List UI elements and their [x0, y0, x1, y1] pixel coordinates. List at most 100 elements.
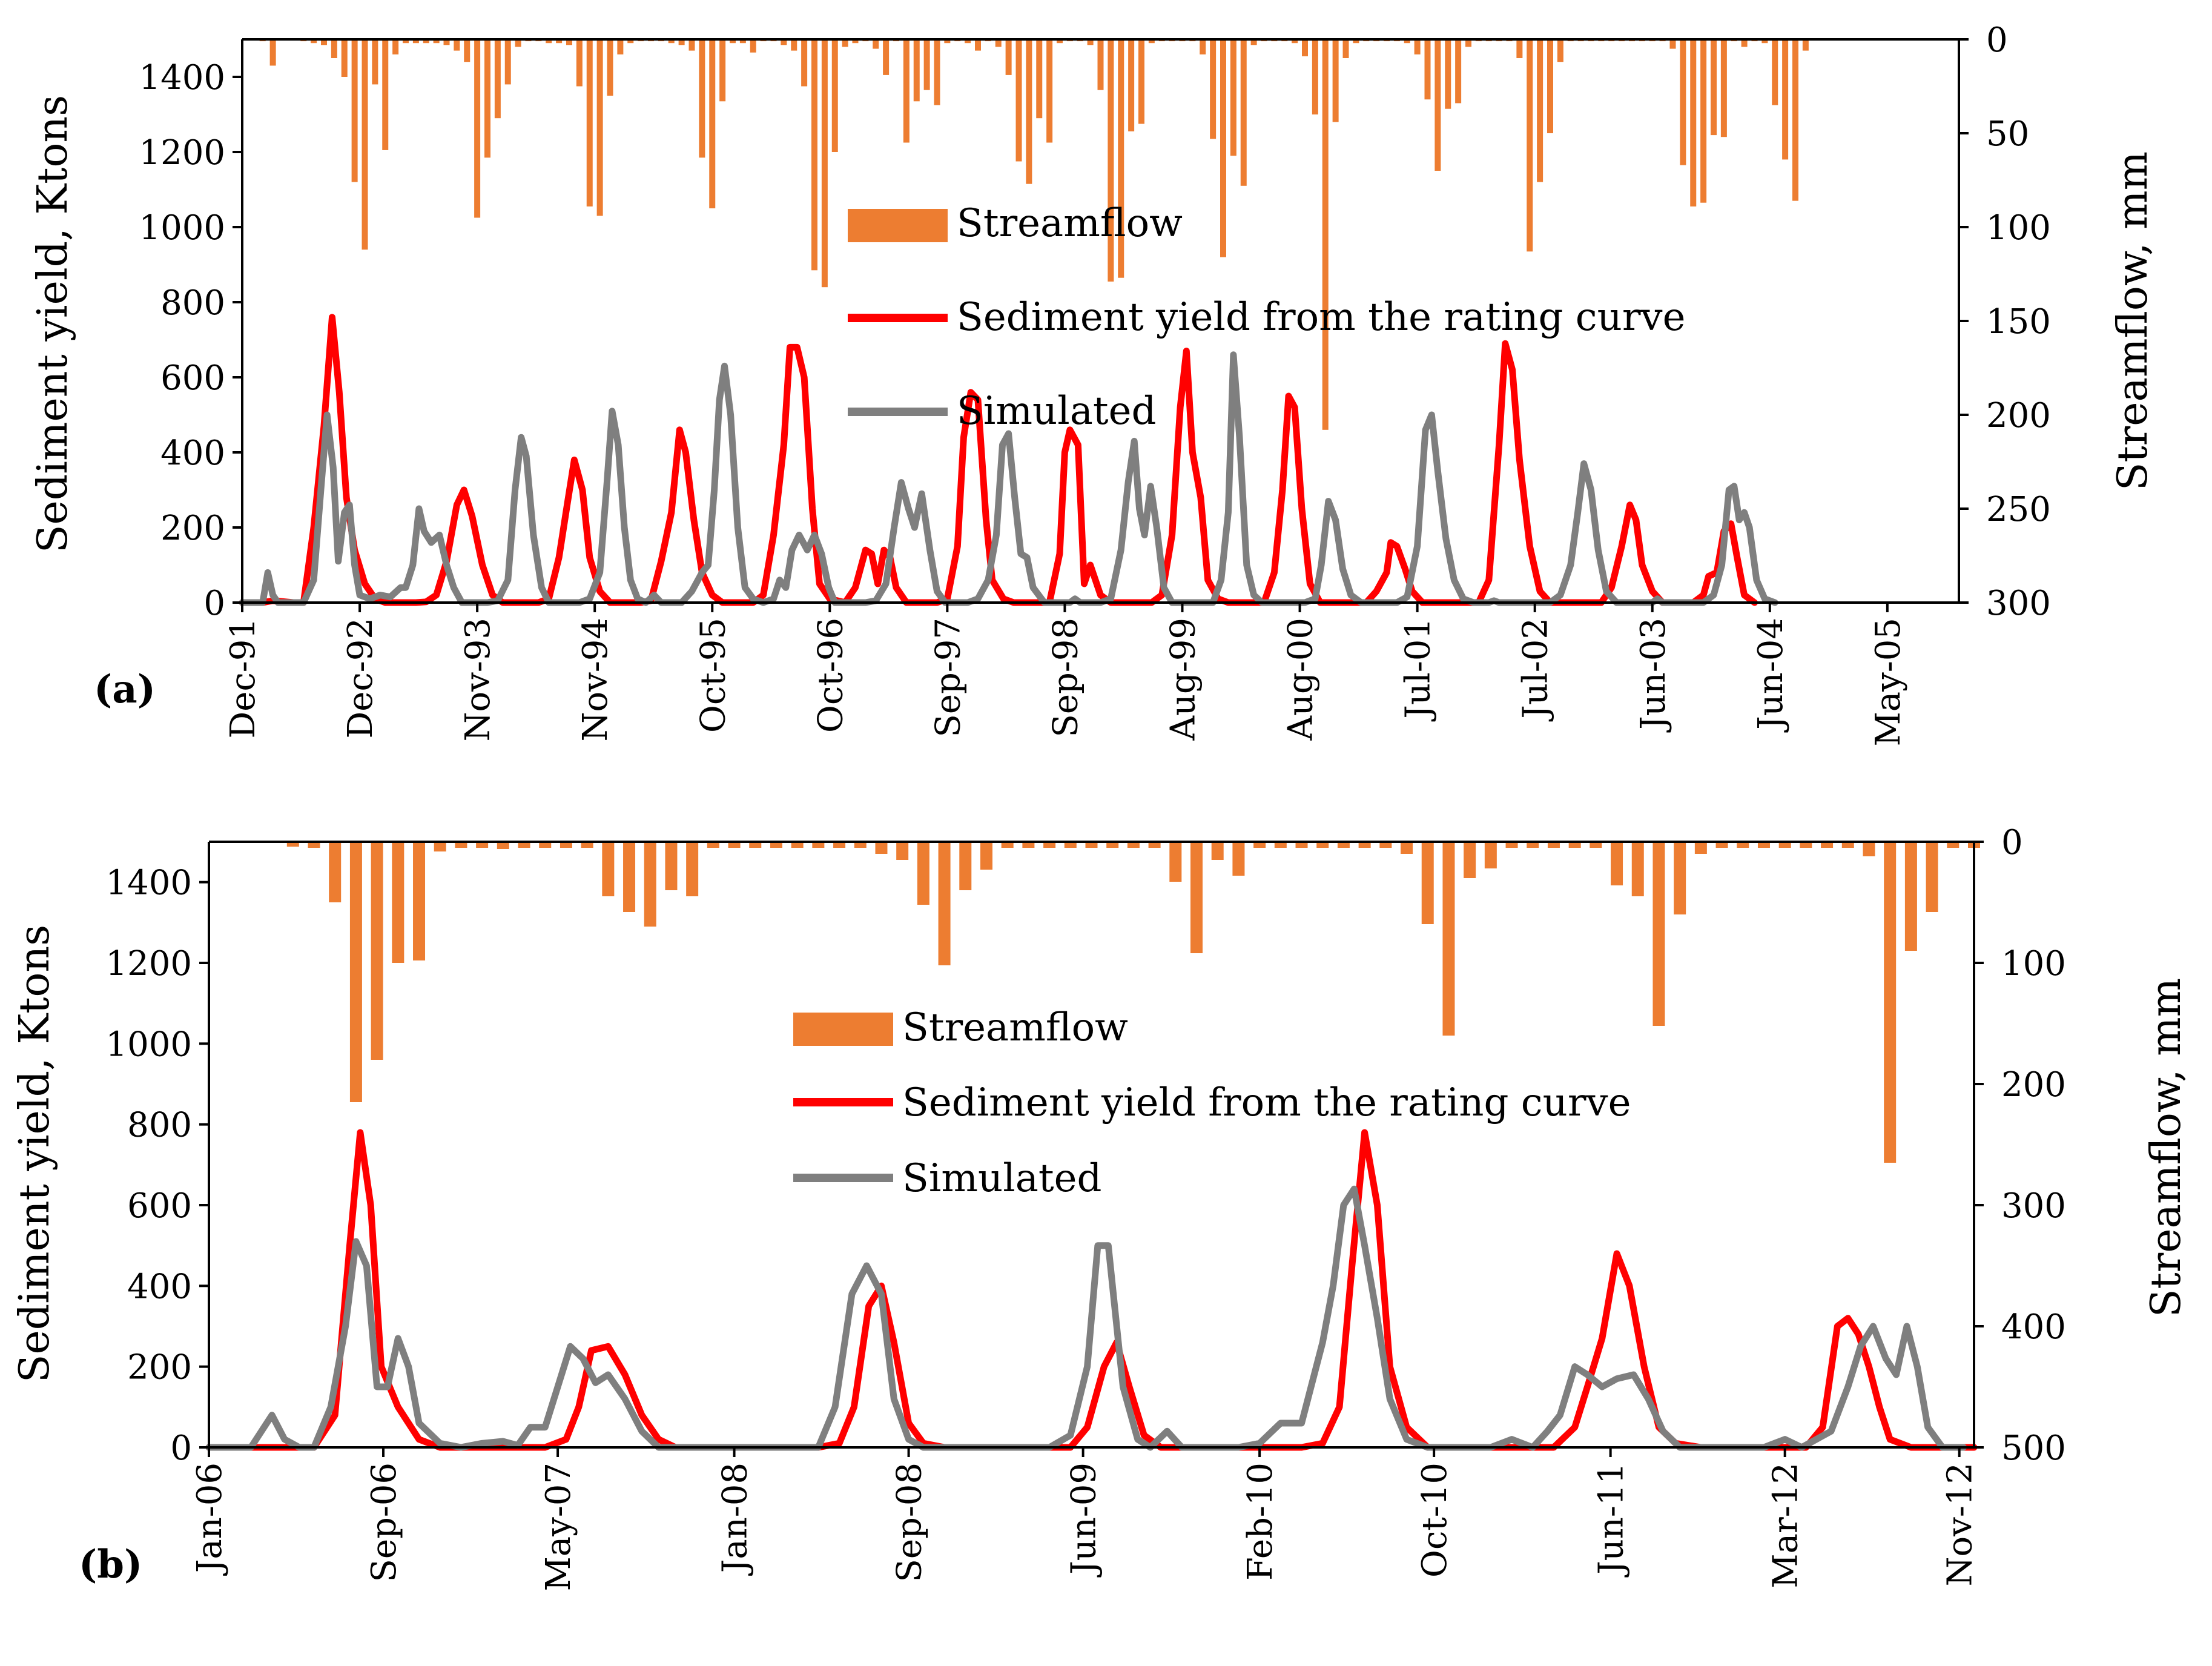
panel-a-streamflow-bar	[627, 39, 634, 44]
panel-b-axes	[208, 841, 1975, 1449]
panel-b-right-tick-label: 400	[2001, 1307, 2066, 1347]
panel-a-simulated-line	[239, 351, 1778, 606]
panel-a-streamflow-bar	[965, 39, 971, 44]
panel-a-x-tick-label: Sep-98	[1046, 618, 1085, 738]
panel-b-streamflow-bar	[1274, 842, 1287, 848]
panel-a-streamflow-bar	[903, 39, 910, 143]
panel-b-streamflow-bar	[749, 842, 762, 848]
panel-b-streamflow-bar	[518, 842, 530, 848]
panel-a-streamflow-bar	[1557, 39, 1563, 62]
panel-a-rating-curve-line	[239, 314, 1758, 606]
panel-a-streamflow-bar	[1720, 39, 1727, 137]
panel-b-streamflow-bar	[1148, 842, 1161, 848]
panel-a-left-tick-label: 1400	[139, 58, 225, 98]
panel-b-legend-rating-label: Sediment yield from the rating curve	[902, 1080, 1631, 1125]
panel-a-legend-simulated-label: Simulated	[957, 389, 1156, 434]
panel-b-streamflow-bar	[686, 842, 699, 896]
panel-b-streamflow-bar	[938, 842, 951, 965]
panel-b-streamflow-bar	[1778, 842, 1791, 848]
panel-a-streamflow-bar	[831, 39, 838, 152]
panel-a-streamflow-bar	[1772, 39, 1778, 105]
panel-a-streamflow-bar	[464, 39, 470, 62]
panel-a-streamflow-bar	[1424, 39, 1431, 100]
panel-b-streamflow-bar	[1947, 842, 1959, 848]
panel-b-streamflow-bar	[371, 842, 383, 1060]
panel-b-x-tick-label: Sep-06	[365, 1463, 404, 1582]
panel-a-streamflow-bar	[873, 39, 879, 49]
panel-a-x-tick-label: Oct-96	[811, 618, 850, 733]
panel-b-left-tick-label: 0	[170, 1429, 192, 1468]
panel-a-streamflow-bar	[995, 39, 1002, 47]
panel-b-streamflow-bar	[308, 842, 320, 848]
panel-a-streamflow-bar	[1210, 39, 1217, 139]
panel-b-legend: Streamflow Sediment yield from the ratin…	[793, 1005, 1631, 1201]
panel-b-streamflow-bar	[1232, 842, 1245, 876]
panel-b-left-tick-label: 1200	[105, 944, 192, 983]
panel-b-streamflow-bar	[497, 842, 509, 849]
panel-b-right-tick-label: 300	[2001, 1186, 2066, 1226]
panel-b-streamflow-bar	[1590, 842, 1602, 848]
panel-b-streamflow-bar	[349, 842, 362, 1102]
panel-a-streamflow-bar	[576, 39, 583, 87]
panel-b-streamflow-bar	[1401, 842, 1413, 854]
panel-a-right-tick-label: 100	[1986, 208, 2051, 248]
panel-b-streamflow-bar	[1442, 842, 1455, 1036]
panel-b-streamflow-bar	[1821, 842, 1834, 848]
panel-b-streamflow-bar	[770, 842, 782, 848]
panel-a-right-tick-label: 250	[1986, 490, 2051, 529]
panel-a-ticks: 0 200 400 600 800 1000 1200 1400 0 50 100 150 200 250…	[139, 21, 2050, 747]
panel-b-streamflow-bar	[1484, 842, 1497, 868]
panel-b-streamflow-bar	[812, 842, 825, 848]
panel-a-streamflow-bar	[403, 39, 409, 44]
panel-b-streamflow-bar	[1694, 842, 1707, 854]
panel-a-streamflow-bar	[1230, 39, 1236, 156]
panel-a-streamflow-bar	[730, 39, 736, 44]
panel-a-streamflow-bar	[1761, 39, 1768, 44]
panel-a: 0 200 400 600 800 1000 1200 1400 0 50 100 150 200 250…	[29, 21, 2157, 747]
panel-a-streamflow-bar	[433, 39, 440, 44]
panel-a-streamflow-bar	[1527, 39, 1533, 252]
panel-a-streamflow-bar	[382, 39, 389, 150]
panel-b-x-tick-label: Nov-12	[1941, 1463, 1980, 1587]
panel-b-streamflow-bar	[623, 842, 636, 912]
panel-a-streamflow-bars	[259, 39, 1809, 430]
panel-a-x-tick-label: Dec-91	[223, 618, 263, 739]
panel-a-streamflow-bar	[1312, 39, 1318, 114]
panel-a-streamflow-bar	[331, 39, 337, 58]
panel-b-streamflow-bar	[1337, 842, 1350, 848]
panel-a-lines	[239, 314, 1778, 606]
panel-b-streamflow-bar	[1568, 842, 1581, 848]
panel-a-streamflow-bar	[586, 39, 593, 207]
panel-a-left-tick-label: 200	[160, 509, 225, 548]
panel-a-right-axis-title: Streamflow, mm	[2109, 151, 2157, 491]
panel-a-streamflow-bar	[811, 39, 817, 271]
panel-b-streamflow-bar	[1652, 842, 1665, 1026]
panel-b-streamflow-bar	[1737, 842, 1749, 848]
panel-a-streamflow-bar	[1026, 39, 1032, 184]
panel-a-streamflow-bar	[474, 39, 481, 218]
panel-b-right-tick-label: 200	[2001, 1065, 2066, 1105]
panel-b-streamflow-bar	[1527, 842, 1539, 848]
panel-b-streamflow-bar	[1316, 842, 1329, 848]
panel-a-streamflow-bar	[821, 39, 828, 288]
panel-b-streamflow-bar	[1064, 842, 1077, 848]
panel-b-streamflow-bar	[1295, 842, 1308, 848]
panel-b-streamflow-bar	[896, 842, 909, 860]
panel-b-streamflow-bars	[286, 842, 1980, 1163]
panel-b-x-tick-label: Oct-10	[1415, 1463, 1454, 1578]
panel-b-streamflow-bar	[1884, 842, 1897, 1163]
panel-a-streamflow-bar	[607, 39, 613, 96]
panel-a-left-tick-label: 400	[160, 434, 225, 473]
panel-a-streamflow-bar	[1455, 39, 1462, 104]
panel-a-streamflow-bar	[1782, 39, 1789, 160]
panel-a-streamflow-bar	[372, 39, 378, 85]
panel-a-legend: Streamflow Sediment yield from the ratin…	[848, 201, 1685, 434]
panel-a-streamflow-bar	[1802, 39, 1809, 51]
panel-b-label: (b)	[79, 1542, 142, 1587]
panel-a-streamflow-bar	[1741, 39, 1748, 47]
panel-b-x-tick-label: Jun-11	[1592, 1463, 1631, 1578]
panel-a-streamflow-bar	[1700, 39, 1707, 203]
panel-b-streamflow-bar	[833, 842, 846, 848]
panel-b-streamflow-bar	[1169, 842, 1182, 882]
